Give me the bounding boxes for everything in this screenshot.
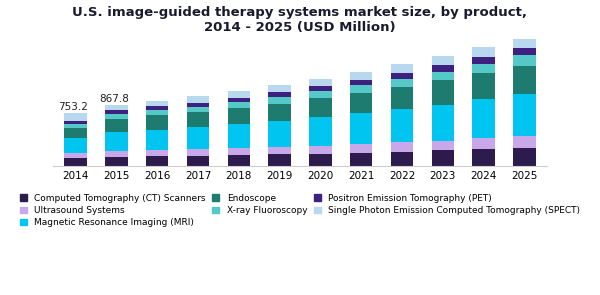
Bar (64, 128, 87, 138)
Bar (268, 92, 291, 97)
Bar (64, 153, 87, 158)
Bar (227, 148, 250, 155)
Bar (268, 154, 291, 166)
Bar (350, 153, 373, 166)
Bar (268, 104, 291, 121)
Bar (105, 151, 128, 157)
Bar (513, 148, 536, 166)
Text: 867.8: 867.8 (100, 94, 129, 104)
Bar (513, 37, 536, 48)
Bar (146, 130, 169, 150)
Bar (227, 124, 250, 148)
Bar (187, 96, 209, 103)
Bar (391, 142, 413, 152)
Bar (187, 103, 209, 106)
Bar (472, 149, 495, 166)
Text: 753.2: 753.2 (59, 102, 88, 112)
Bar (187, 156, 209, 166)
Bar (187, 150, 209, 156)
Bar (391, 73, 413, 79)
Bar (350, 93, 373, 114)
Bar (472, 99, 495, 138)
Bar (146, 106, 169, 110)
Bar (146, 101, 169, 106)
Bar (64, 138, 87, 153)
Bar (309, 79, 332, 86)
Bar (472, 64, 495, 73)
Bar (227, 91, 250, 98)
Bar (64, 121, 87, 124)
Bar (472, 57, 495, 64)
Bar (309, 145, 332, 153)
Bar (431, 140, 454, 150)
Bar (391, 79, 413, 87)
Bar (472, 73, 495, 99)
Bar (350, 85, 373, 93)
Bar (431, 81, 454, 104)
Bar (391, 109, 413, 142)
Bar (513, 94, 536, 136)
Bar (431, 104, 454, 140)
Bar (187, 106, 209, 112)
Bar (350, 80, 373, 85)
Bar (105, 114, 128, 119)
Bar (309, 86, 332, 91)
Bar (431, 56, 454, 65)
Bar (391, 152, 413, 166)
Bar (350, 144, 373, 153)
Bar (309, 91, 332, 98)
Bar (146, 115, 169, 130)
Bar (64, 158, 87, 166)
Bar (431, 72, 454, 81)
Bar (472, 138, 495, 149)
Bar (187, 127, 209, 150)
Bar (309, 117, 332, 145)
Legend: Computed Tomography (CT) Scanners, Ultrasound Systems, Magnetic Resonance Imagin: Computed Tomography (CT) Scanners, Ultra… (20, 194, 580, 227)
Bar (268, 85, 291, 92)
Bar (513, 55, 536, 66)
Bar (227, 98, 250, 102)
Bar (105, 105, 128, 110)
Bar (391, 87, 413, 109)
Title: U.S. image-guided therapy systems market size, by product,
2014 - 2025 (USD Mill: U.S. image-guided therapy systems market… (73, 6, 527, 34)
Bar (391, 64, 413, 73)
Bar (105, 110, 128, 114)
Bar (64, 113, 87, 121)
Bar (472, 47, 495, 57)
Bar (268, 97, 291, 104)
Bar (187, 112, 209, 127)
Bar (146, 156, 169, 166)
Bar (146, 110, 169, 115)
Bar (64, 124, 87, 128)
Bar (146, 150, 169, 156)
Bar (350, 114, 373, 144)
Bar (431, 150, 454, 166)
Bar (513, 66, 536, 94)
Bar (227, 102, 250, 108)
Bar (350, 72, 373, 80)
Bar (513, 136, 536, 148)
Bar (105, 119, 128, 132)
Bar (513, 48, 536, 55)
Bar (309, 153, 332, 166)
Bar (431, 65, 454, 72)
Bar (227, 155, 250, 166)
Bar (268, 147, 291, 154)
Bar (309, 98, 332, 117)
Bar (227, 108, 250, 124)
Bar (105, 132, 128, 151)
Bar (268, 121, 291, 147)
Bar (105, 157, 128, 166)
